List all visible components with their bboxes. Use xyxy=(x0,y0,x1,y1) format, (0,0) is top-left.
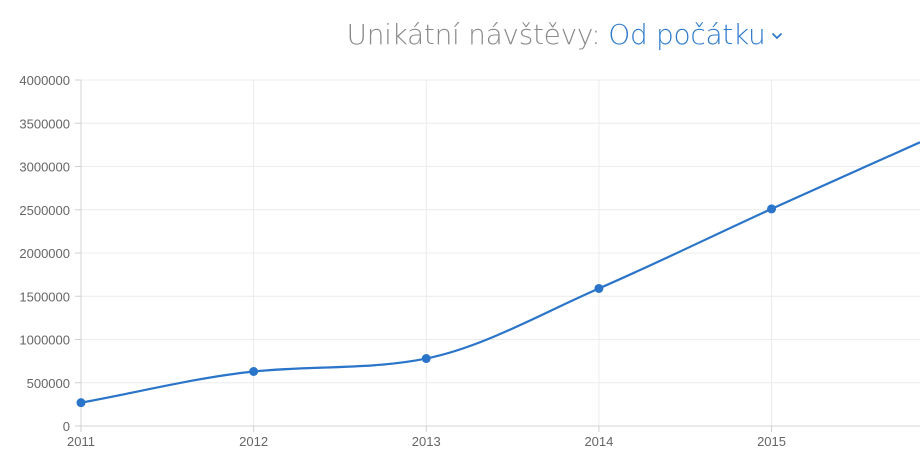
chart-header: Unikátní návštěvy: Od počátku xyxy=(0,12,920,56)
y-tick-labels: 0 500000 1000000 1500000 2000000 2500000 30000… xyxy=(19,73,70,434)
x-tick-label: 2015 xyxy=(757,434,786,449)
chevron-down-icon xyxy=(772,32,783,40)
range-dropdown[interactable]: Od počátku xyxy=(608,18,783,51)
y-tick-label: 2000000 xyxy=(19,246,70,261)
y-tick-label: 3500000 xyxy=(19,116,70,131)
series-line xyxy=(80,141,920,404)
y-tick-label: 1000000 xyxy=(19,333,70,348)
y-tick-label: 4000000 xyxy=(19,73,70,88)
axes xyxy=(75,79,920,432)
grid-lines xyxy=(80,79,920,426)
x-tick-label: 2013 xyxy=(412,434,441,449)
data-point xyxy=(76,398,86,408)
y-tick-label: 1500000 xyxy=(19,289,70,304)
x-tick-labels: 2011 2012 2013 2014 2015 xyxy=(67,434,786,449)
y-tick-label: 500000 xyxy=(27,376,70,391)
y-tick-label: 0 xyxy=(63,419,70,434)
x-tick-label: 2011 xyxy=(67,434,95,449)
y-tick-label: 3000000 xyxy=(19,160,70,175)
series-layer xyxy=(76,141,920,408)
data-point xyxy=(249,367,259,377)
data-point xyxy=(594,283,604,293)
range-dropdown-value: Od počátku xyxy=(608,17,766,51)
data-point xyxy=(767,204,777,214)
x-tick-label: 2012 xyxy=(239,434,268,449)
data-point xyxy=(421,354,431,364)
y-tick-label: 2500000 xyxy=(19,203,70,218)
chart-title-label: Unikátní návštěvy: xyxy=(346,17,601,51)
x-tick-label: 2014 xyxy=(584,434,613,449)
